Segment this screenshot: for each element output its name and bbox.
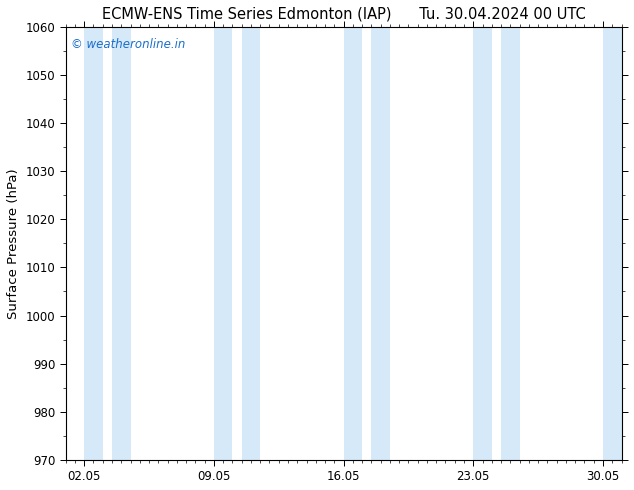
Bar bbox=[344, 27, 362, 460]
Bar bbox=[603, 27, 621, 460]
Bar bbox=[84, 27, 103, 460]
Bar bbox=[621, 27, 631, 460]
Bar bbox=[473, 27, 492, 460]
Bar bbox=[242, 27, 260, 460]
Title: ECMW-ENS Time Series Edmonton (IAP)      Tu. 30.04.2024 00 UTC: ECMW-ENS Time Series Edmonton (IAP) Tu. … bbox=[101, 7, 585, 22]
Bar bbox=[372, 27, 390, 460]
Y-axis label: Surface Pressure (hPa): Surface Pressure (hPa) bbox=[7, 168, 20, 319]
Bar bbox=[214, 27, 233, 460]
Text: © weatheronline.in: © weatheronline.in bbox=[71, 38, 186, 51]
Bar bbox=[501, 27, 520, 460]
Bar bbox=[112, 27, 131, 460]
